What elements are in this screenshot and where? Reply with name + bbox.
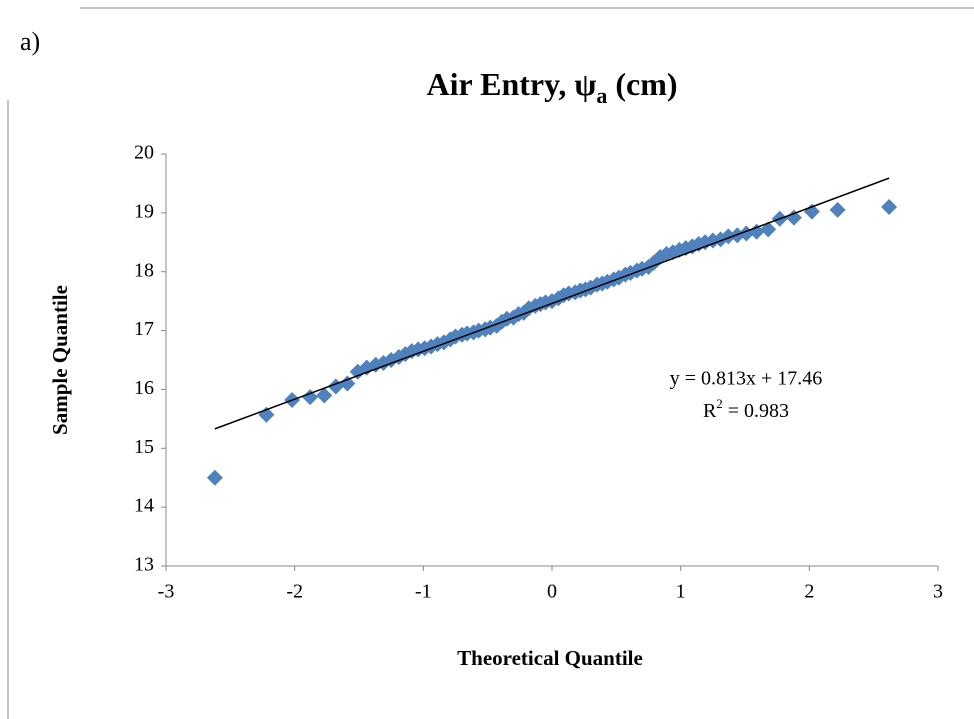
y-tick-label: 13 [134, 554, 154, 576]
x-axis-label: Theoretical Quantile [457, 646, 643, 670]
equation: y = 0.813x + 17.46 [670, 368, 823, 390]
title-end: (cm) [607, 66, 677, 102]
point [339, 375, 356, 392]
chart-title: Air Entry, ψa (cm) [426, 66, 677, 108]
title-main: Air Entry, ψ [426, 66, 596, 102]
point [829, 201, 846, 218]
x-tick-label: -2 [286, 581, 303, 603]
x-tick-label: 3 [933, 581, 943, 603]
y-tick-label: 20 [134, 142, 154, 164]
r-exponent: 2 [716, 396, 723, 411]
x-tick-label: -3 [158, 581, 175, 603]
r-squared: R2 = 0.983 [703, 396, 789, 422]
y-tick-label: 15 [134, 436, 154, 458]
r-symbol: R [703, 400, 717, 422]
point [316, 387, 333, 404]
y-tick-label: 16 [134, 377, 154, 399]
y-tick-label: 14 [134, 495, 154, 517]
x-tick-label: 0 [547, 581, 557, 603]
point [206, 469, 223, 486]
title-subscript: a [596, 83, 607, 108]
y-tick-label: 19 [134, 200, 154, 222]
panel-label: a) [20, 27, 40, 56]
x-tick-label: 1 [676, 581, 686, 603]
point [881, 198, 898, 215]
y-tick-label: 17 [134, 318, 154, 340]
trendline [214, 177, 890, 430]
point [785, 209, 802, 226]
x-tick-label: -1 [415, 581, 432, 603]
y-tick-label: 18 [134, 259, 154, 281]
x-tick-label: 2 [804, 581, 814, 603]
r-value: = 0.983 [723, 400, 789, 422]
point [302, 389, 319, 406]
point [748, 223, 765, 240]
y-axis-label: Sample Quantile [48, 285, 72, 435]
